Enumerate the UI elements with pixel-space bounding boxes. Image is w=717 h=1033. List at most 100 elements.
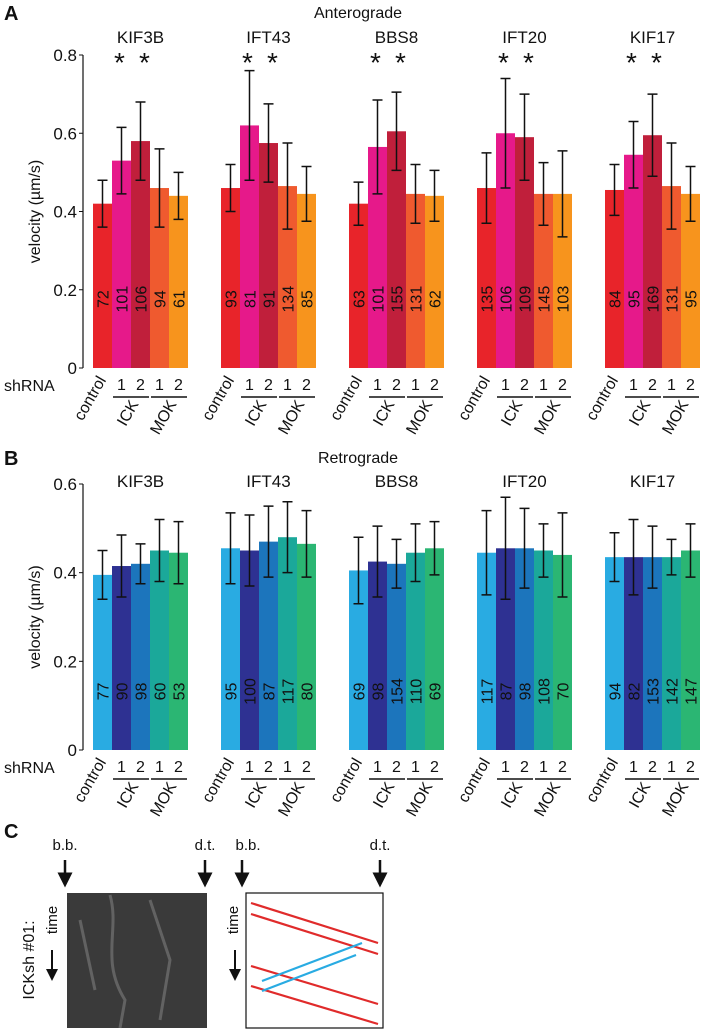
bar — [349, 570, 368, 750]
n-label: 95 — [627, 290, 644, 308]
bar — [515, 137, 534, 368]
bar — [496, 133, 515, 368]
significance: * — [139, 47, 150, 78]
bar — [259, 541, 278, 750]
error-bar — [666, 142, 677, 230]
significance: * — [498, 47, 509, 78]
error-bar — [154, 148, 165, 228]
error-bar — [538, 161, 549, 226]
y-tick-label: 0.2 — [53, 281, 77, 300]
treatment-label: MOK — [404, 397, 437, 437]
treatment-label: MOK — [532, 397, 565, 437]
bar — [681, 550, 700, 750]
replicate-label: 1 — [245, 759, 254, 776]
treatment-label: ICK — [242, 397, 270, 429]
n-label: 101 — [115, 286, 132, 313]
control-label: control — [583, 374, 622, 424]
n-label: 134 — [281, 286, 298, 313]
replicate-label: 1 — [155, 759, 164, 776]
bar — [221, 548, 240, 750]
n-label: 94 — [153, 290, 170, 308]
error-bar — [500, 77, 511, 189]
n-label: 155 — [390, 286, 407, 313]
error-bar — [685, 165, 696, 223]
n-label: 69 — [428, 682, 445, 700]
n-label: 110 — [409, 679, 426, 705]
y-axis-label: velocity (µm/s) — [27, 565, 44, 668]
error-bar — [609, 532, 620, 583]
bar — [605, 557, 624, 750]
bar — [681, 193, 700, 368]
panel-c: C b.b. d.t. b.b. d.t. ICKsh #01: time ti… — [4, 821, 390, 1029]
bar — [624, 154, 643, 368]
bar — [368, 561, 387, 750]
replicate-label: 1 — [245, 377, 254, 394]
bar — [477, 552, 496, 750]
control-label: control — [327, 374, 366, 424]
bar — [93, 203, 112, 368]
n-label: 63 — [352, 290, 369, 308]
n-label: 77 — [96, 682, 113, 700]
y-tick-label: 0.6 — [53, 475, 77, 494]
y-tick-label: 0.4 — [53, 203, 77, 222]
error-bar — [301, 509, 312, 578]
n-label: 154 — [390, 678, 407, 705]
replicate-label: 1 — [629, 759, 638, 776]
bar — [150, 550, 169, 750]
treatment-label: MOK — [148, 779, 181, 819]
significance: * — [523, 47, 534, 78]
error-bar — [538, 523, 549, 578]
group-label: KIF3B — [117, 28, 164, 47]
bar — [662, 186, 681, 368]
y-tick-label: 0 — [68, 359, 77, 378]
retro-tracks — [250, 901, 379, 1026]
error-bar — [244, 69, 255, 181]
bar — [425, 195, 444, 368]
replicate-label: 2 — [302, 377, 311, 394]
error-bar — [353, 181, 364, 226]
panel-label: C — [4, 821, 18, 843]
error-bar — [116, 126, 127, 195]
bar — [662, 557, 681, 750]
n-label: 87 — [262, 682, 279, 700]
error-bar — [391, 538, 402, 589]
error-bar — [391, 91, 402, 172]
replicate-label: 2 — [558, 377, 567, 394]
marker-label: b.b. — [235, 837, 260, 854]
n-label: 84 — [608, 290, 625, 308]
bar — [131, 141, 150, 368]
significance: * — [370, 47, 381, 78]
treatment-label: ICK — [626, 397, 654, 429]
error-bar — [173, 171, 184, 221]
bar — [643, 135, 662, 368]
bar — [553, 554, 572, 750]
replicate-label: 2 — [392, 759, 401, 776]
significance: * — [242, 47, 253, 78]
error-bar — [557, 150, 568, 238]
replicate-label: 2 — [302, 759, 311, 776]
bar — [624, 557, 643, 750]
replicate-label: 2 — [174, 377, 183, 394]
replicate-label: 2 — [392, 377, 401, 394]
n-label: 103 — [556, 286, 573, 313]
replicate-label: 2 — [430, 377, 439, 394]
n-label: 94 — [608, 682, 625, 700]
bar — [534, 193, 553, 368]
treatment-label: MOK — [148, 397, 181, 437]
treatment-label: MOK — [276, 779, 309, 819]
treatment-label: MOK — [404, 779, 437, 819]
error-bar — [244, 514, 255, 587]
n-label: 93 — [224, 290, 241, 308]
bar — [534, 550, 553, 750]
row-label: shRNA — [4, 760, 55, 777]
treatment-label: MOK — [660, 779, 693, 819]
group-label: IFT43 — [246, 472, 290, 491]
y-tick-label: 0.6 — [53, 124, 77, 143]
error-bar — [353, 536, 364, 605]
replicate-label: 1 — [411, 377, 420, 394]
error-bar — [647, 93, 658, 178]
error-bar — [519, 93, 530, 181]
kymograph-texture — [78, 894, 172, 1029]
n-label: 131 — [409, 286, 426, 313]
replicate-label: 1 — [283, 377, 292, 394]
